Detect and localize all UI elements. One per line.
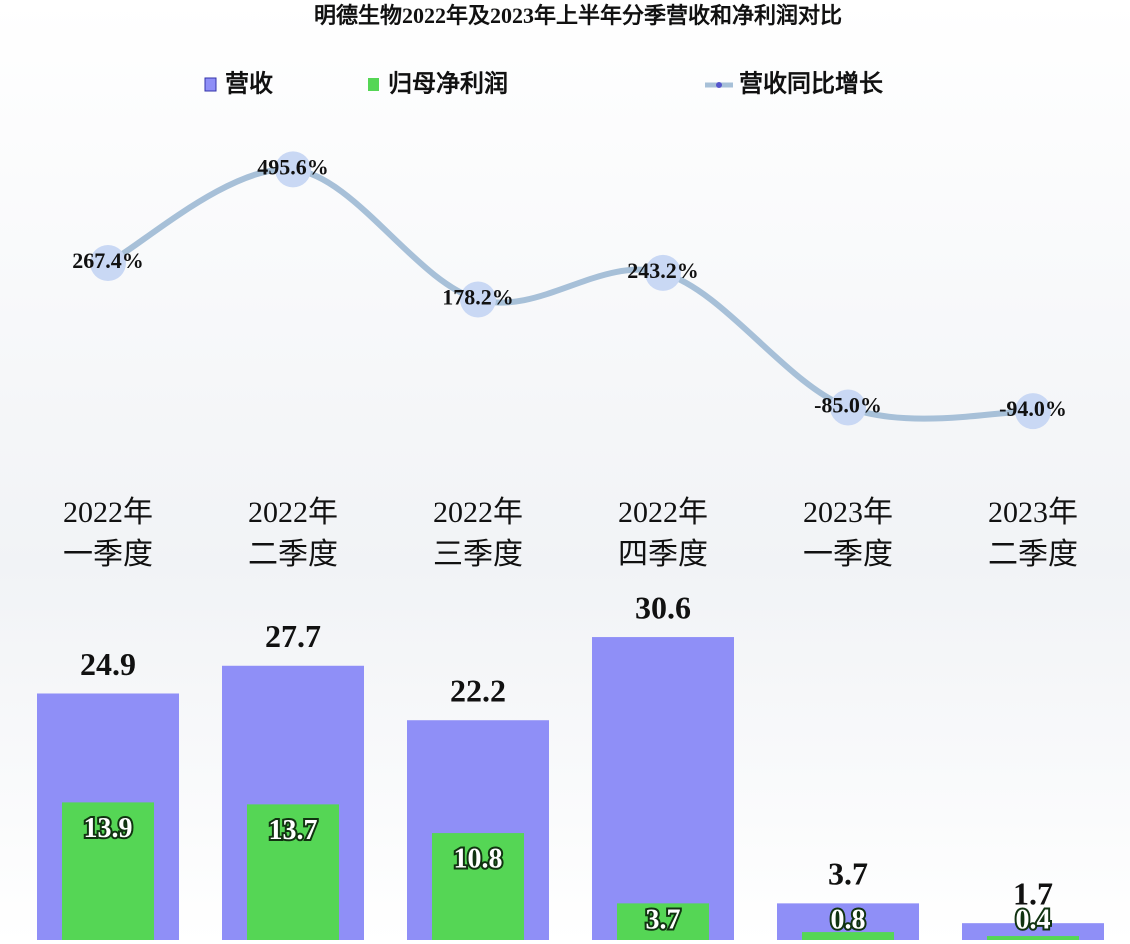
chart-title: 明德生物2022年及2023年上半年分季营收和净利润对比 xyxy=(314,3,842,28)
revenue-label: 22.2 xyxy=(450,673,506,709)
growth-label: -85.0% xyxy=(814,392,882,417)
profit-label: 13.9 xyxy=(84,813,133,844)
x-tick-label: 2022年 一季度 xyxy=(63,496,153,571)
growth-marker xyxy=(830,389,866,426)
growth-label: 267.4% xyxy=(72,248,144,273)
legend-swatch xyxy=(716,82,722,88)
growth-label: -94.0% xyxy=(999,396,1067,421)
profit-bar xyxy=(802,932,894,940)
profit-label: 13.7 xyxy=(269,815,318,846)
revenue-label: 1.7 xyxy=(1013,876,1053,912)
revenue-label: 30.6 xyxy=(635,589,691,625)
growth-marker xyxy=(1015,393,1051,430)
profit-label: 10.8 xyxy=(454,844,503,875)
x-tick-label: 2022年 四季度 xyxy=(618,496,708,571)
profit-label: 0.8 xyxy=(831,904,866,935)
revenue-bar xyxy=(592,637,734,940)
growth-marker xyxy=(90,244,126,281)
x-tick-label: 2023年 二季度 xyxy=(988,496,1078,571)
growth-marker xyxy=(460,281,496,318)
growth-label: 178.2% xyxy=(442,285,514,310)
legend-label: 营收同比增长 xyxy=(739,70,884,98)
profit-bar xyxy=(617,903,709,940)
legend-swatch xyxy=(368,78,379,91)
profit-bar xyxy=(62,802,154,940)
growth-label: 243.2% xyxy=(627,258,699,283)
x-tick-label: 2022年 三季度 xyxy=(433,496,523,571)
growth-label: 495.6% xyxy=(257,154,329,179)
revenue-label: 3.7 xyxy=(828,856,868,892)
profit-bar xyxy=(432,833,524,940)
profit-bar xyxy=(987,936,1079,940)
profit-bar xyxy=(247,804,339,940)
growth-line xyxy=(106,166,1034,422)
legend-swatch xyxy=(204,77,217,92)
x-tick-label: 2022年 二季度 xyxy=(248,496,338,571)
profit-label: 3.7 xyxy=(646,904,681,935)
legend-label: 归母净利润 xyxy=(388,70,508,98)
growth-marker xyxy=(645,254,681,291)
profit-label: 0.4 xyxy=(1016,904,1051,935)
revenue-bar xyxy=(962,923,1104,940)
growth-marker xyxy=(275,151,311,188)
x-tick-label: 2023年 一季度 xyxy=(803,496,893,571)
revenue-label: 27.7 xyxy=(265,618,321,654)
legend-label: 营收 xyxy=(225,71,273,98)
revenue-label: 24.9 xyxy=(80,646,136,682)
